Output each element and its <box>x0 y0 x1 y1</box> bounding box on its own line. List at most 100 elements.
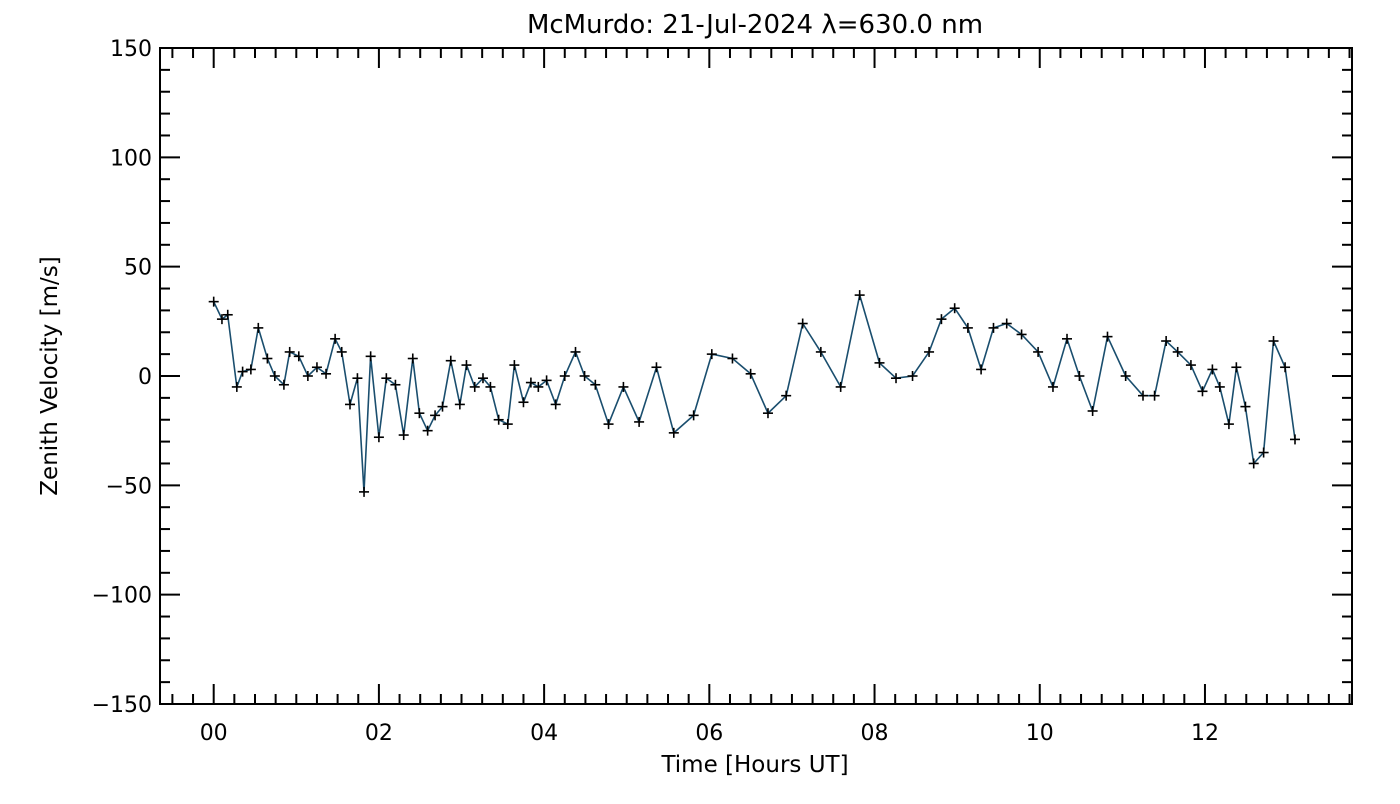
x-tick-label: 04 <box>530 721 558 746</box>
data-point <box>222 309 233 320</box>
data-point <box>518 397 529 408</box>
data-point <box>509 360 520 371</box>
data-point <box>907 371 918 381</box>
data-point <box>1074 371 1085 381</box>
data-point <box>854 290 865 301</box>
data-point <box>237 366 248 377</box>
data-point <box>330 333 341 344</box>
data-point <box>924 346 935 357</box>
data-point <box>445 355 456 366</box>
data-point <box>454 399 465 410</box>
y-axis-label: Zenith Velocity [m/s] <box>37 256 63 495</box>
data-point <box>762 408 773 419</box>
data-point <box>962 322 973 333</box>
data-point <box>231 381 242 392</box>
y-tick-label: −50 <box>106 474 152 499</box>
data-point <box>1268 336 1279 347</box>
y-tick-label: 50 <box>124 256 152 281</box>
data-point <box>781 390 792 401</box>
data-point <box>262 353 273 364</box>
data-point <box>284 346 295 357</box>
data-point <box>590 379 601 390</box>
data-point <box>485 381 496 392</box>
data-point <box>949 303 960 314</box>
x-axis-label: Time [Hours UT] <box>660 752 848 778</box>
data-point <box>541 375 552 386</box>
data-point <box>559 371 570 381</box>
data-point <box>570 346 581 357</box>
data-point <box>891 373 902 384</box>
data-point <box>745 368 756 379</box>
data-point <box>936 314 947 325</box>
data-point <box>216 314 227 325</box>
data-markers <box>208 290 1301 497</box>
data-point <box>398 430 409 441</box>
data-point <box>208 296 219 307</box>
data-point <box>1280 362 1291 373</box>
data-point <box>493 414 504 425</box>
data-point <box>874 357 885 368</box>
data-point <box>1102 331 1113 342</box>
data-point <box>618 381 629 392</box>
data-point <box>321 368 332 379</box>
data-point <box>706 349 717 360</box>
x-tick-label: 08 <box>861 721 889 746</box>
y-tick-label: −150 <box>92 693 152 718</box>
data-point <box>1016 329 1027 340</box>
data-point <box>1001 318 1012 329</box>
chart-title: McMurdo: 21-Jul-2024 λ=630.0 nm <box>527 10 983 40</box>
data-point <box>1214 381 1225 392</box>
data-point <box>302 371 313 381</box>
y-tick-label: 100 <box>110 146 152 171</box>
data-point <box>269 371 280 381</box>
data-point <box>525 377 536 388</box>
data-point <box>651 362 662 373</box>
data-point <box>461 360 472 371</box>
data-point <box>1047 381 1058 392</box>
data-point <box>278 379 289 390</box>
data-point <box>1138 390 1149 401</box>
data-point <box>1033 346 1044 357</box>
data-point <box>1120 371 1131 381</box>
data-point <box>668 427 679 438</box>
data-point <box>727 353 738 364</box>
data-point <box>1258 447 1269 458</box>
data-point <box>1248 458 1259 469</box>
data-point <box>1062 333 1073 344</box>
data-point <box>1207 364 1218 375</box>
data-point <box>477 373 488 384</box>
axis-ticks <box>160 47 1352 705</box>
data-point <box>365 351 376 362</box>
data-point <box>1087 405 1098 416</box>
data-point <box>835 381 846 392</box>
data-point <box>1240 401 1251 412</box>
x-tick-label: 10 <box>1026 721 1054 746</box>
data-point <box>603 419 614 430</box>
x-tick-label: 02 <box>365 721 393 746</box>
data-point <box>976 364 987 375</box>
data-point <box>502 419 513 430</box>
data-point <box>336 346 347 357</box>
data-point <box>344 399 355 410</box>
data-point <box>1185 360 1196 371</box>
data-point <box>359 486 370 497</box>
data-point <box>293 351 304 362</box>
data-point <box>390 379 401 390</box>
data-point <box>988 322 999 333</box>
data-point <box>422 425 433 436</box>
data-point <box>579 371 590 381</box>
data-point <box>373 432 384 443</box>
data-point <box>437 401 448 412</box>
data-point <box>815 346 826 357</box>
data-point <box>634 416 645 427</box>
data-point <box>430 410 441 421</box>
data-point <box>797 318 808 329</box>
data-point <box>253 322 264 333</box>
data-point <box>1231 362 1242 373</box>
data-point <box>352 373 363 384</box>
data-point <box>245 364 256 375</box>
series-line <box>212 294 1296 492</box>
data-point <box>381 373 392 384</box>
data-point <box>469 381 480 392</box>
data-point <box>1149 390 1160 401</box>
